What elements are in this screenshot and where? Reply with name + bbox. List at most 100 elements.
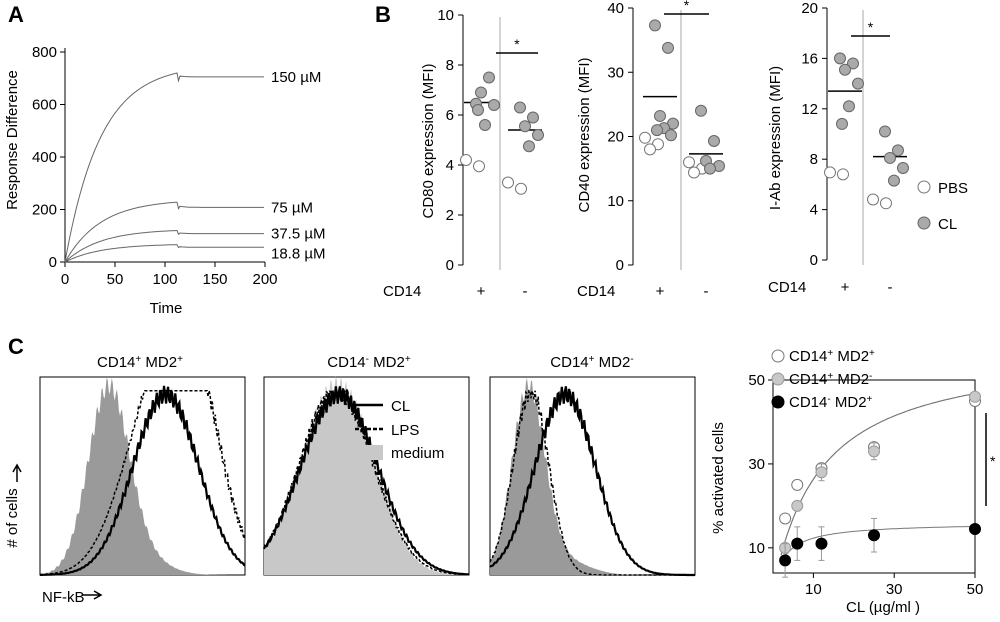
panel-b-cd80: CD80 expression (MFI) CD14 0 2 4 6 8 10 + - * — [383, 7, 544, 300]
panel-b-point-plus-cl — [475, 86, 487, 99]
dose-legend-label-title_a: CD14 — [789, 348, 827, 365]
hist-title-title_b: MD2 — [595, 354, 631, 371]
dose-legend-label: CD14+ MD2- — [789, 371, 872, 389]
dose-legend-label-sup_b: - — [869, 371, 872, 382]
dose-fit-curve — [780, 393, 976, 556]
panel-b-point-minus-cl — [879, 125, 891, 138]
panel-b-point-plus-cl — [839, 63, 851, 76]
panel-b-point-plus-pbs — [473, 160, 485, 173]
dose-legend-label-title_a: CD14 — [789, 371, 827, 388]
dose-point — [815, 537, 828, 550]
panel-b-point-minus-cl — [527, 111, 539, 124]
panel-b-point-plus-cl — [654, 109, 666, 122]
panel-a-curve-label: 150 µM — [271, 69, 321, 86]
panel-a-binding-curves: Response Difference Time 0 200 400 600 800 0 5… — [4, 44, 326, 317]
dose-point — [779, 512, 792, 525]
dose-point — [791, 537, 804, 550]
panel-b-ytick: 2 — [446, 207, 454, 224]
panel-b-group-minus: - — [888, 279, 893, 296]
panel-b-sig-star: * — [514, 36, 520, 52]
dose-frame — [772, 379, 976, 574]
panel-b-point-minus-cl — [695, 104, 707, 117]
panel-b-point-minus-cl — [884, 151, 896, 164]
panel-b-point-plus-pbs — [639, 131, 651, 144]
panel-b-ytick: 40 — [607, 0, 624, 17]
panel-b-point-plus-pbs — [824, 166, 836, 179]
panel-a-ytick: 600 — [32, 97, 57, 114]
dose-legend-label-title_b: MD2 — [833, 371, 869, 388]
panel-c-ylabel: # of cells — [4, 488, 21, 547]
panel-c-xlabel: NF-kB — [42, 589, 85, 606]
panel-b-point-minus-cl — [704, 162, 716, 175]
panel-b-ytick: 8 — [810, 151, 818, 168]
panel-b-point-minus-pbs — [683, 156, 695, 169]
hist-title-sup_a: - — [366, 354, 369, 365]
panel-c-dose-response: % activated cells CL (µg/ml ) 10 10 30 30 50… — [710, 348, 996, 617]
panel-b-ytick: 0 — [810, 252, 818, 269]
panel-b-point-plus-cl — [852, 77, 864, 90]
hist-cl-line — [40, 385, 246, 576]
hist-legend-medium-swatch — [355, 445, 383, 460]
dose-legend-label-title_b: MD2 — [833, 348, 869, 365]
hist-title-title_b: MD2 — [141, 354, 177, 371]
panel-b-point-plus-pbs — [837, 168, 849, 181]
panel-b-point-minus-pbs — [867, 193, 879, 206]
panel-b2-ylabel: CD40 expression (MFI) — [576, 57, 593, 212]
panel-b-group-plus: + — [656, 283, 665, 300]
dose-legend-label-sup_a: + — [827, 348, 833, 359]
panel-a-xtick: 100 — [152, 271, 177, 288]
panel-b-sig-star: * — [684, 0, 690, 13]
panel-letter-b: B — [375, 2, 391, 27]
hist-x-arrow — [82, 590, 103, 600]
panel-b-ytick: 0 — [616, 257, 624, 274]
panel-b-legend-cl: CL — [938, 216, 957, 233]
panel-a-ytick: 0 — [49, 254, 57, 271]
panel-b-legend-pbs-marker — [917, 180, 931, 194]
panel-b-point-minus-cl — [708, 134, 720, 147]
panel-b-point-minus-cl — [532, 129, 544, 141]
panel-b-point-minus-cl — [514, 101, 526, 114]
panel-b-cd40: CD40 expression (MFI) CD14 0 10 20 30 40 + - * — [576, 0, 725, 300]
hist-title-sup_b: + — [177, 354, 183, 365]
panel-b-point-plus-cl — [834, 52, 846, 65]
panel-b-point-minus-cl — [892, 144, 904, 157]
panel-a-curve-label: 18.8 µM — [271, 245, 326, 262]
panel-a-ytick: 800 — [32, 44, 57, 61]
dose-sig-star: * — [990, 453, 996, 469]
panel-a-ylabel: Response Difference — [4, 70, 21, 210]
hist-title: CD14+ MD2- — [550, 354, 633, 372]
dose-point — [791, 478, 804, 491]
panel-a-xlabel: Time — [150, 300, 183, 317]
panel-b-ytick: 8 — [446, 57, 454, 74]
dose-point — [969, 522, 981, 535]
panel-b-group-minus: - — [704, 283, 709, 300]
panel-b-iab: I-Ab expression (MFI) CD14 0 4 8 12 16 20 + - * P… — [767, 0, 968, 296]
panel-b-ytick: 16 — [801, 50, 818, 67]
panel-b-point-minus-cl — [897, 162, 909, 175]
dose-fit-curve — [780, 526, 975, 564]
hist-legend-medium: medium — [391, 445, 444, 462]
hist-title-sup_b: + — [405, 354, 411, 365]
dose-legend-label-title_b: MD2 — [831, 394, 867, 411]
dose-point — [868, 445, 880, 458]
hist-legend-cl: CL — [391, 398, 410, 415]
dose-legend-marker — [771, 349, 785, 363]
hist-lps-line — [39, 389, 246, 576]
panel-a-curve-label: 75 µM — [271, 199, 313, 216]
panel-b-ytick: 4 — [810, 202, 818, 219]
panel-b-group-plus: + — [477, 283, 486, 300]
hist-lps-line — [489, 389, 695, 576]
hist-title: CD14+ MD2+ — [97, 354, 183, 372]
panel-b-point-plus-cl — [472, 104, 484, 116]
panel-a-curve — [64, 72, 264, 263]
hist-y-arrow — [12, 463, 22, 482]
panel-b-point-plus-cl — [649, 19, 661, 32]
hist-legend-lps: LPS — [391, 422, 419, 439]
hist-medium-area — [490, 377, 695, 575]
panel-b-group-plus: + — [841, 279, 850, 296]
panel-b1-ylabel: CD80 expression (MFI) — [420, 63, 437, 218]
dose-point — [815, 466, 828, 479]
hist-cl-line — [489, 386, 695, 577]
hist-title-title_a: CD14 — [327, 354, 365, 371]
dose-legend-marker — [771, 372, 785, 386]
